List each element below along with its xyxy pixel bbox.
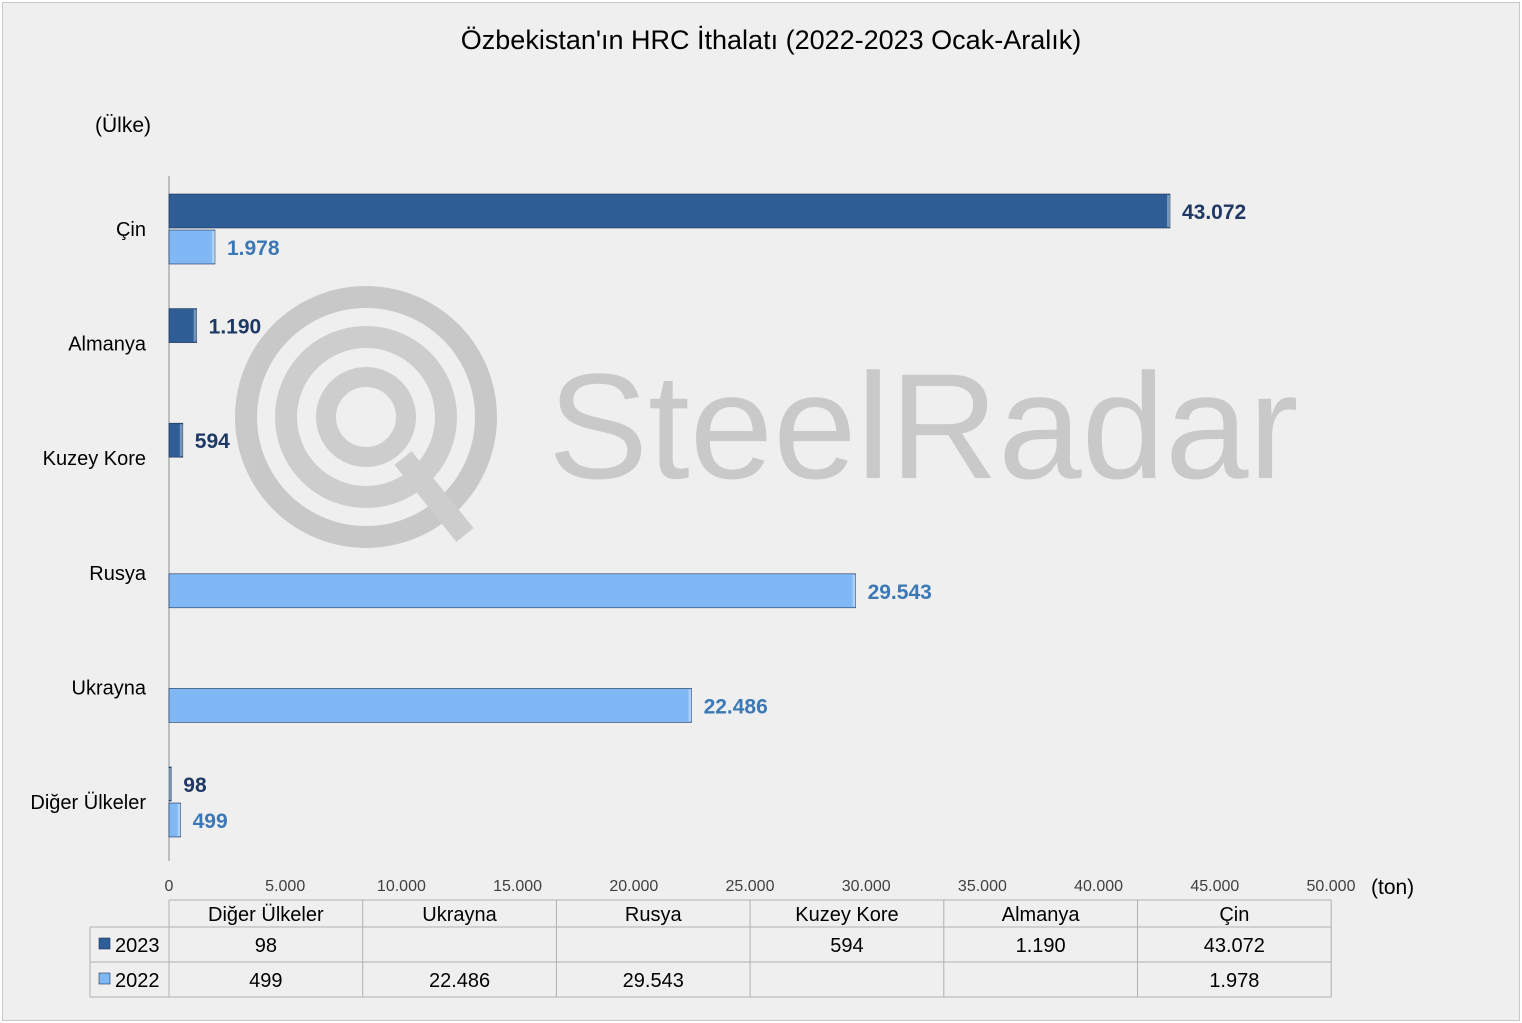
legend-series-name: 2023 — [115, 935, 160, 957]
bar — [168, 229, 216, 265]
data-label: 43.072 — [1182, 201, 1246, 224]
bar — [168, 766, 172, 802]
data-label: 29.543 — [868, 581, 932, 604]
category-label: Rusya — [89, 563, 147, 585]
table-column-header: Çin — [1219, 904, 1249, 926]
bar-highlight — [193, 309, 197, 342]
watermark-text: SteelRadar — [548, 342, 1298, 510]
category-label: Ukrayna — [72, 677, 147, 699]
data-label: 594 — [195, 430, 230, 453]
x-tick-label: 5.000 — [265, 878, 305, 895]
x-tick-label: 20.000 — [609, 878, 658, 895]
category-label: Kuzey Kore — [43, 448, 146, 470]
table-cell: 594 — [830, 935, 863, 957]
bar-highlight — [852, 574, 856, 607]
legend-swatch — [98, 972, 111, 985]
bar — [168, 308, 197, 343]
table-column-header: Kuzey Kore — [795, 904, 898, 926]
table-cell: 22.486 — [429, 970, 490, 992]
watermark-ring — [316, 367, 416, 467]
bar — [168, 422, 184, 458]
x-tick-label: 10.000 — [377, 878, 426, 895]
data-label: 22.486 — [704, 695, 768, 718]
legend-series-name: 2022 — [115, 970, 160, 992]
chart-svg: SteelRadar Özbekistan'ın HRC İthalatı (20… — [30, 24, 1414, 998]
category-label: Diğer Ülkeler — [30, 792, 146, 814]
y-axis-label: (Ülke) — [95, 114, 151, 137]
table-cell: 499 — [249, 970, 282, 992]
data-label: 499 — [193, 810, 228, 833]
table-column-header: Ukrayna — [422, 904, 497, 926]
x-tick-label: 35.000 — [958, 878, 1007, 895]
watermark-ring — [275, 326, 457, 508]
bar — [168, 573, 856, 609]
data-label: 98 — [183, 774, 207, 797]
x-tick-label: 45.000 — [1190, 878, 1239, 895]
bar-highlight — [688, 689, 692, 722]
data-label: 1.190 — [209, 316, 262, 339]
bar — [168, 193, 1171, 229]
bar-highlight — [179, 424, 183, 457]
x-axis-unit-label: (ton) — [1371, 876, 1414, 899]
category-label: Çin — [116, 219, 146, 241]
table-cell: 29.543 — [623, 970, 684, 992]
x-tick-label: 50.000 — [1307, 878, 1356, 895]
x-tick-label: 0 — [165, 878, 174, 895]
x-tick-label: 30.000 — [842, 878, 891, 895]
bar-highlight — [177, 804, 181, 836]
x-tick-label: 40.000 — [1074, 878, 1123, 895]
x-tick-label: 15.000 — [493, 878, 542, 895]
table-column-header: Rusya — [625, 904, 683, 926]
watermark-logo — [235, 286, 497, 548]
legend-swatch — [98, 937, 111, 950]
category-label: Almanya — [68, 334, 147, 356]
table-column-header: Diğer Ülkeler — [208, 904, 324, 926]
bar — [168, 802, 181, 838]
bar-highlight — [168, 768, 172, 800]
bar — [168, 688, 692, 723]
table-cell: 98 — [255, 935, 277, 957]
watermark-ring — [235, 286, 497, 548]
chart-title: Özbekistan'ın HRC İthalatı (2022-2023 Oc… — [461, 24, 1081, 55]
table-column-header: Almanya — [1002, 904, 1081, 926]
watermark-tail — [394, 451, 474, 542]
table-cell: 1.190 — [1016, 935, 1066, 957]
table-cell: 43.072 — [1204, 935, 1265, 957]
table-cell: 1.978 — [1209, 970, 1259, 992]
x-tick-label: 25.000 — [726, 878, 775, 895]
data-label: 1.978 — [227, 237, 280, 260]
bar-highlight — [211, 231, 215, 263]
bar-highlight — [1166, 195, 1170, 227]
